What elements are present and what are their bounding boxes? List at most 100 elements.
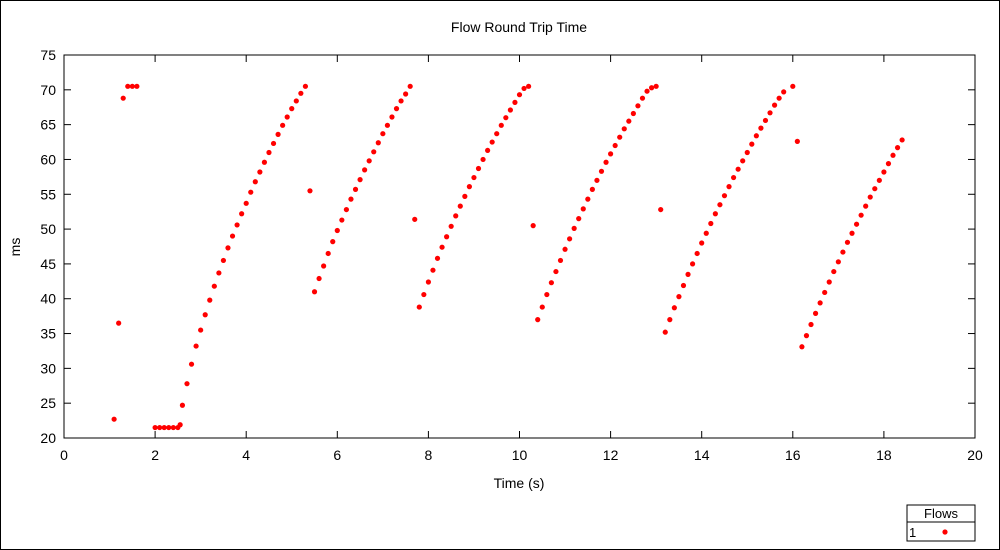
data-point: [849, 230, 855, 236]
y-tick-label: 35: [40, 326, 56, 342]
data-point: [416, 304, 422, 310]
y-tick-label: 20: [40, 430, 56, 446]
data-point: [899, 137, 905, 143]
data-point: [330, 239, 336, 245]
data-point: [307, 188, 313, 194]
data-point: [357, 177, 363, 183]
data-point: [667, 317, 673, 323]
data-point: [708, 220, 714, 227]
data-point: [507, 107, 513, 113]
legend-box: [906, 504, 976, 542]
data-point: [890, 152, 896, 158]
data-point: [462, 193, 468, 199]
data-point: [516, 92, 523, 98]
data-point: [740, 158, 746, 164]
data-point: [885, 161, 892, 167]
x-tick-label: 10: [512, 447, 528, 463]
data-point: [703, 230, 709, 236]
data-point: [239, 211, 245, 217]
data-point: [817, 300, 823, 306]
data-point: [717, 202, 723, 208]
data-point: [116, 320, 122, 326]
data-point: [580, 206, 586, 212]
x-tick-label: 4: [242, 447, 250, 463]
data-point: [662, 329, 668, 335]
data-point: [266, 149, 272, 156]
data-point: [726, 184, 732, 190]
data-point: [111, 416, 117, 422]
data-point: [225, 245, 231, 251]
data-point: [826, 279, 832, 285]
data-point: [293, 98, 299, 104]
data-points: [111, 83, 905, 431]
data-point: [735, 166, 741, 172]
data-point: [699, 240, 705, 246]
data-point: [612, 142, 618, 149]
data-point: [512, 99, 518, 105]
legend-marker: [942, 529, 948, 535]
data-point: [539, 304, 545, 310]
data-point: [608, 151, 614, 157]
data-point: [544, 291, 550, 298]
data-point: [453, 213, 459, 219]
data-point: [325, 250, 331, 257]
y-axis: 20 25 30 35 40 45 50 55 60 65 70 75: [40, 47, 975, 446]
y-tick-label: 75: [40, 47, 56, 63]
data-point: [380, 131, 386, 137]
data-point: [179, 402, 186, 408]
data-point: [289, 106, 295, 112]
data-point: [648, 85, 655, 91]
data-point: [589, 186, 595, 192]
data-point: [585, 196, 591, 202]
data-point: [485, 147, 491, 154]
data-point: [444, 234, 450, 240]
y-tick-label: 65: [40, 117, 56, 133]
x-tick-label: 16: [785, 447, 801, 463]
data-point: [243, 200, 249, 206]
data-point: [457, 203, 463, 209]
x-tick-label: 14: [694, 447, 710, 463]
data-point: [694, 250, 700, 257]
data-point: [384, 122, 391, 128]
data-point: [781, 89, 787, 95]
data-point: [808, 321, 814, 328]
data-point: [553, 268, 559, 275]
data-point: [644, 88, 650, 94]
data-point: [366, 158, 372, 164]
data-point: [316, 275, 322, 282]
data-point: [831, 268, 837, 275]
data-point: [867, 194, 873, 200]
data-point: [721, 193, 728, 199]
data-point: [712, 211, 718, 217]
data-point: [252, 179, 258, 185]
data-point: [557, 257, 564, 264]
legend: Flows 1: [906, 504, 976, 542]
data-point: [270, 140, 277, 147]
data-point: [275, 131, 281, 137]
data-point: [521, 85, 527, 92]
data-point: [621, 126, 627, 132]
data-point: [689, 261, 696, 267]
data-point: [767, 110, 773, 116]
data-point: [630, 110, 636, 117]
y-tick-label: 60: [40, 151, 56, 167]
data-point: [489, 139, 495, 145]
data-point: [216, 270, 222, 276]
data-point: [393, 106, 400, 112]
data-point: [343, 206, 350, 213]
data-point: [658, 206, 664, 213]
data-point: [284, 114, 290, 120]
data-point: [799, 344, 805, 350]
data-point: [794, 138, 800, 144]
data-point: [844, 239, 851, 245]
y-tick-label: 50: [40, 221, 56, 237]
data-point: [480, 156, 486, 163]
data-point: [257, 169, 263, 175]
plot-area: [63, 54, 976, 439]
data-point: [170, 424, 176, 431]
data-point: [234, 222, 240, 228]
data-point: [881, 169, 887, 175]
data-point: [198, 327, 204, 333]
data-point: [261, 159, 268, 165]
